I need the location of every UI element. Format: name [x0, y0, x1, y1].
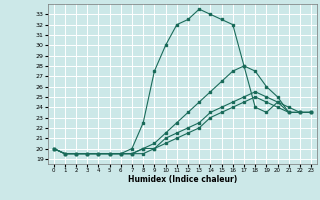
- X-axis label: Humidex (Indice chaleur): Humidex (Indice chaleur): [128, 175, 237, 184]
